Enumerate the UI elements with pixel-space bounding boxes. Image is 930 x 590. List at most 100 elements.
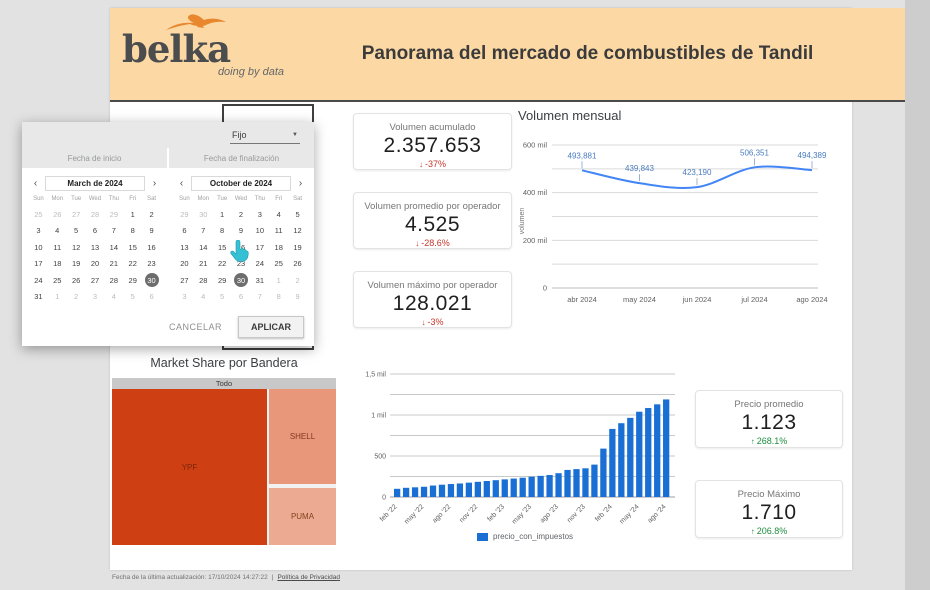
calendar-day[interactable]: 24 [34,275,43,285]
calendar-day[interactable]: 6 [149,292,154,302]
calendar-day[interactable]: 9 [238,226,244,236]
calendar-day[interactable]: 12 [293,226,302,236]
calendar-day[interactable]: 3 [92,292,98,302]
calendar-day[interactable]: 3 [36,226,41,236]
calendar-day[interactable]: 4 [55,226,60,236]
calendar-day[interactable]: 18 [274,242,283,252]
calendar-day[interactable]: 6 [92,226,98,236]
calendar-day[interactable]: 2 [295,275,300,285]
calendar-day[interactable]: 5 [295,209,300,219]
calendar-day[interactable]: 27 [90,275,100,285]
calendar-day[interactable]: 13 [90,242,100,252]
calendar-day[interactable]: 16 [236,242,246,252]
calendar-day[interactable]: 15 [128,242,137,252]
calendar-day[interactable]: 5 [220,292,225,302]
calendar-day[interactable]: 21 [199,259,208,269]
calendar-day-selected[interactable]: 30 [232,272,251,289]
calendar-day[interactable]: 13 [180,242,189,252]
calendar-day[interactable]: 25 [53,275,62,285]
calendar-day[interactable]: 26 [53,209,62,219]
calendar-day[interactable]: 6 [238,292,244,302]
calendar-day[interactable]: 4 [111,292,116,302]
month-selector[interactable]: October de 2024 [191,175,291,191]
calendar-day[interactable]: 11 [274,226,283,236]
calendar-day[interactable]: 25 [274,259,283,269]
calendar-day[interactable]: 28 [109,275,119,285]
treemap-node-puma[interactable]: PUMA [269,488,336,545]
treemap-root-node[interactable]: Todo [112,378,336,389]
calendar-day[interactable]: 12 [71,242,81,252]
chevron-left-icon[interactable]: ‹ [33,177,38,189]
calendar-day[interactable]: 31 [34,292,43,302]
calendar-day[interactable]: 19 [71,259,81,269]
calendar-day[interactable]: 1 [276,275,281,285]
calendar-day[interactable]: 26 [71,275,81,285]
calendar-day[interactable]: 2 [149,209,154,219]
tab-fecha-finalizacion[interactable]: Fecha de finalización [167,148,314,168]
calendar-day[interactable]: 15 [217,242,227,252]
calendar-day[interactable]: 17 [34,259,43,269]
calendar-day[interactable]: 27 [71,209,81,219]
calendar-day[interactable]: 8 [220,226,225,236]
line-chart-volumen-mensual[interactable]: Volumen mensual 0 200 mil 400 mil 600 mil vo… [516,106,856,326]
calendar-day[interactable]: 27 [180,275,189,285]
date-mode-dropdown[interactable]: Fijo ▼ [230,128,300,144]
calendar-day[interactable]: 31 [255,275,265,285]
calendar-day[interactable]: 6 [182,226,187,236]
calendar-day[interactable]: 3 [182,292,187,302]
tab-fecha-inicio[interactable]: Fecha de inicio [67,153,122,163]
calendar-day[interactable]: 9 [295,292,300,302]
calendar-day[interactable]: 14 [199,242,208,252]
treemap-node-ypf[interactable]: YPF [112,389,267,545]
calendar-day[interactable]: 4 [276,209,281,219]
calendar-day[interactable]: 1 [130,209,135,219]
chevron-right-icon[interactable]: › [298,177,303,189]
calendar-day-selected[interactable]: 30 [142,272,161,289]
calendar-day[interactable]: 21 [109,259,119,269]
calendar-day[interactable]: 20 [90,259,100,269]
apply-button[interactable]: APLICAR [238,316,304,338]
calendar-day[interactable]: 8 [276,292,281,302]
calendar-day[interactable]: 5 [74,226,79,236]
calendar-day[interactable]: 8 [130,226,135,236]
calendar-day[interactable]: 5 [130,292,135,302]
calendar-day[interactable]: 17 [255,242,265,252]
calendar-day[interactable]: 23 [236,259,246,269]
line-chart-plot[interactable]: 0 200 mil 400 mil 600 mil volumen 493,881 abr … [516,123,856,321]
chevron-left-icon[interactable]: ‹ [179,177,184,189]
calendar-day[interactable]: 7 [257,292,262,302]
calendar-day[interactable]: 3 [257,209,262,219]
calendar-day[interactable]: 2 [74,292,79,302]
calendar-day[interactable]: 10 [34,242,43,252]
calendar-day[interactable]: 7 [111,226,116,236]
month-selector[interactable]: March de 2024 [45,175,145,191]
calendar-day[interactable]: 22 [128,259,137,269]
calendar-day[interactable]: 1 [55,292,60,302]
calendar-day[interactable]: 2 [238,209,244,219]
calendar-day[interactable]: 14 [109,242,119,252]
calendar-day[interactable]: 4 [201,292,206,302]
bar-chart-plot[interactable]: 0 500 1 mil 1,5 mil feb '22 may '22 ago '22 nov… [360,360,690,526]
calendar-day[interactable]: 10 [255,226,265,236]
calendar-day[interactable]: 28 [199,275,208,285]
calendar-day[interactable]: 29 [180,209,189,219]
calendar-day[interactable]: 29 [128,275,137,285]
calendar-day[interactable]: 11 [53,242,62,252]
privacy-policy-link[interactable]: Política de Privacidad [277,574,340,581]
calendar-day[interactable]: 30 [199,209,208,219]
calendar-day[interactable]: 19 [293,242,302,252]
calendar-day[interactable]: 18 [53,259,62,269]
calendar-day[interactable]: 20 [180,259,189,269]
treemap-node-shell[interactable]: SHELL [269,389,336,484]
calendar-day[interactable]: 29 [217,275,227,285]
calendar-day[interactable]: 24 [255,259,265,269]
calendar-day[interactable]: 23 [147,259,156,269]
chevron-right-icon[interactable]: › [152,177,157,189]
calendar-day[interactable]: 26 [293,259,302,269]
calendar-day[interactable]: 9 [149,226,154,236]
calendar-day[interactable]: 29 [109,209,119,219]
bar-chart-precio[interactable]: 0 500 1 mil 1,5 mil feb '22 may '22 ago '22 nov… [360,360,690,550]
calendar-day[interactable]: 16 [147,242,156,252]
calendar-day[interactable]: 25 [34,209,43,219]
calendar-day[interactable]: 1 [220,209,225,219]
